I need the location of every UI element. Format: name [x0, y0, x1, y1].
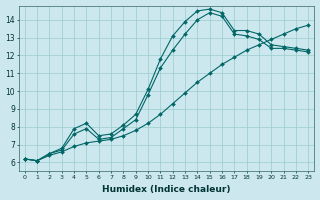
- X-axis label: Humidex (Indice chaleur): Humidex (Indice chaleur): [102, 185, 231, 194]
